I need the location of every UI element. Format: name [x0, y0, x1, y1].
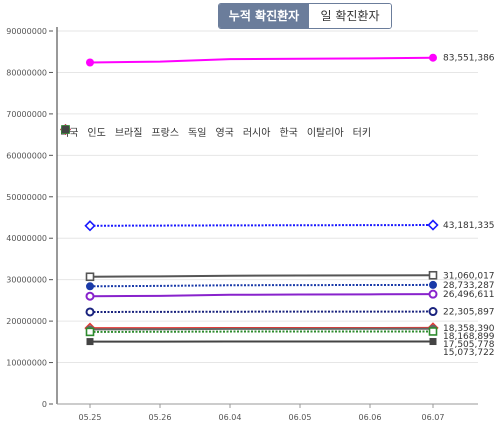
data-point-start	[84, 220, 96, 232]
legend-item[interactable]: 러시아	[60, 124, 271, 139]
cases-toggle: 누적 확진환자 일 확진환자	[218, 3, 392, 29]
y-tick-label: 20000000	[6, 317, 47, 326]
data-point-end	[429, 280, 437, 289]
series-line	[89, 224, 434, 227]
end-value-label: 83,551,386	[443, 54, 495, 64]
cumulative-cases-button[interactable]: 누적 확진환자	[219, 4, 309, 28]
legend-label: 브라질	[114, 128, 143, 139]
data-point-start	[85, 327, 95, 337]
end-value-label: 26,496,611	[443, 290, 495, 300]
x-tick-label: 05.25	[79, 413, 102, 422]
data-point-end	[427, 219, 439, 231]
legend-item[interactable]: 브라질	[61, 124, 143, 139]
legend-label: 터키	[352, 128, 372, 139]
y-tick-label: 0	[42, 400, 47, 409]
legend-item[interactable]: 터키	[62, 124, 372, 139]
legend-label: 영국	[215, 128, 234, 139]
x-tick-label: 06.05	[289, 413, 312, 422]
legend-label: 한국	[279, 128, 298, 139]
legend-item[interactable]: 이탈리아	[61, 124, 344, 139]
end-value-label: 28,733,287	[443, 281, 495, 291]
x-tick-label: 06.07	[422, 413, 445, 422]
end-value-label: 17,505,778	[443, 340, 495, 350]
y-tick-label: 40000000	[6, 234, 47, 243]
y-tick-label: 70000000	[6, 110, 47, 119]
data-point-start	[86, 58, 94, 67]
data-point-end	[429, 53, 437, 62]
data-point-start	[86, 282, 94, 291]
y-tick-label: 80000000	[6, 68, 47, 77]
series-line	[89, 283, 434, 288]
series-line	[89, 293, 434, 298]
y-tick-label: 60000000	[6, 151, 47, 160]
data-point-start	[85, 291, 95, 301]
end-value-label: 31,060,017	[443, 271, 495, 281]
y-tick-label: 10000000	[6, 359, 47, 368]
end-value-label: 43,181,335	[443, 221, 495, 231]
end-value-label: 18,358,390	[443, 324, 495, 334]
y-tick-label: 90000000	[6, 27, 47, 36]
end-value-label: 18,168,899	[443, 332, 495, 342]
y-tick-label: 50000000	[6, 193, 47, 202]
chart-legend: 미국인도브라질프랑스독일영국러시아한국이탈리아터키	[60, 124, 496, 139]
legend-item[interactable]: 영국	[60, 124, 234, 139]
data-point-start	[86, 338, 94, 346]
legend-item[interactable]: 독일	[60, 124, 207, 139]
x-tick-label: 06.04	[219, 413, 242, 422]
data-point-start	[85, 307, 95, 317]
daily-cases-button[interactable]: 일 확진환자	[309, 4, 391, 28]
legend-label: 이탈리아	[306, 128, 344, 139]
legend-item[interactable]: 인도	[60, 124, 106, 139]
legend-label: 프랑스	[151, 128, 180, 139]
legend-marker	[62, 126, 69, 133]
series-line	[89, 56, 434, 64]
data-point-end	[428, 307, 438, 317]
legend-label: 인도	[87, 128, 106, 139]
data-point-end	[428, 289, 438, 299]
legend-label: 러시아	[242, 128, 271, 139]
data-point-end	[429, 338, 437, 346]
data-point-end	[428, 270, 438, 280]
data-point-end	[428, 327, 438, 336]
x-tick-label: 06.06	[359, 413, 382, 422]
end-value-label: 22,305,897	[443, 308, 495, 318]
series-line	[89, 274, 434, 278]
series-line	[89, 327, 434, 331]
end-value-label: 15,073,722	[443, 348, 495, 358]
data-point-start	[85, 272, 95, 282]
legend-item[interactable]: 한국	[61, 124, 298, 139]
legend-label: 독일	[188, 128, 207, 139]
legend-item[interactable]: 프랑스	[61, 124, 180, 139]
x-tick-label: 05.26	[149, 413, 172, 422]
y-tick-label: 30000000	[6, 276, 47, 285]
